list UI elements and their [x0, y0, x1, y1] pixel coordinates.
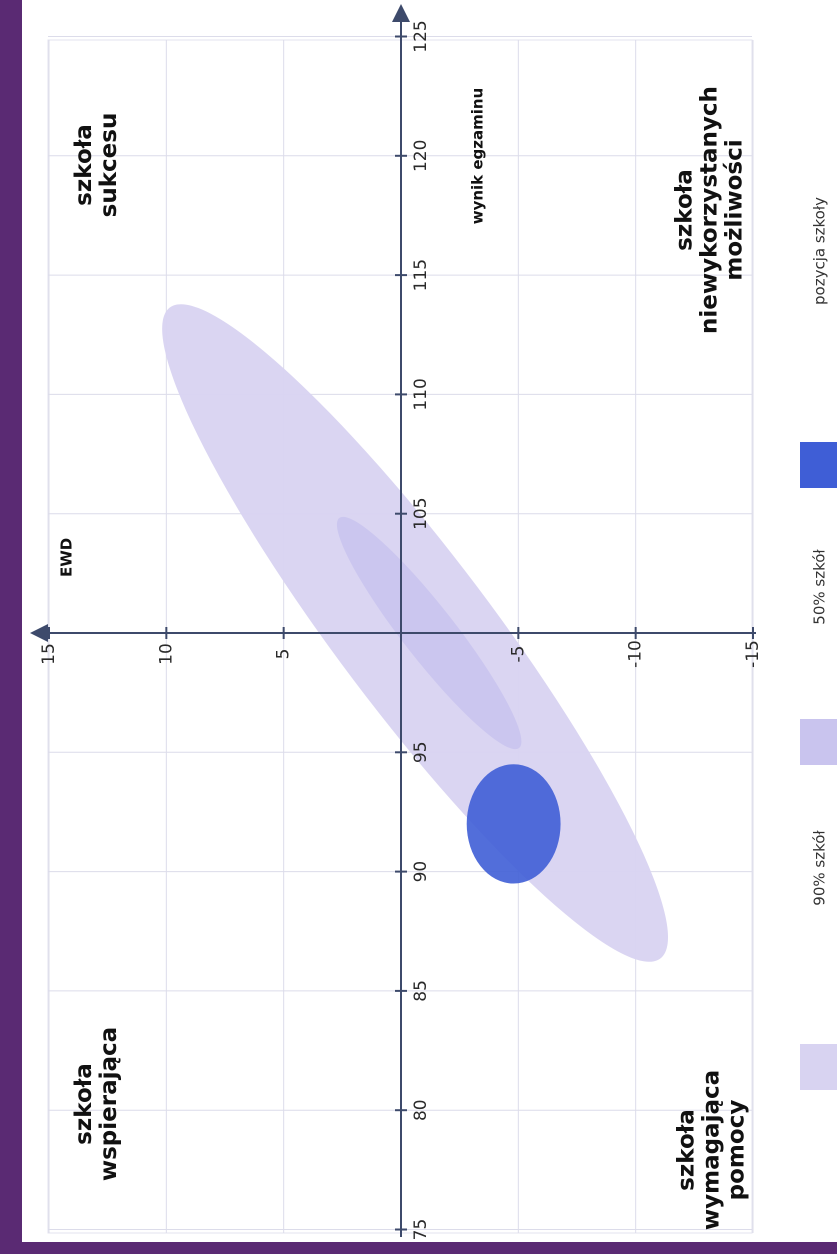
x-tick-label: 80	[411, 1099, 431, 1121]
legend-item-50-percent-swatch	[800, 719, 837, 765]
y-tick-label: -5	[508, 646, 528, 663]
y-tick-label: 5	[274, 649, 294, 660]
frame-border-bottom	[0, 1242, 837, 1254]
legend-item-school-position-swatch	[800, 442, 837, 488]
quadrant-label-missed-opportunities: możliwości	[722, 139, 748, 280]
x-tick-label: 90	[411, 861, 431, 883]
x-tick-label: 120	[411, 140, 431, 172]
x-tick-label: 125	[411, 20, 431, 52]
quadrant-label-success: sukcesu	[96, 113, 122, 218]
x-tick-label: 115	[411, 259, 431, 291]
y-axis-label: EWD	[58, 538, 76, 577]
legend: 90% szkół 50% szkół pozycja szkoły	[800, 197, 837, 1090]
y-tick-label: -15	[743, 640, 763, 668]
quadrant-label-success: szkoła	[71, 124, 97, 206]
x-tick-label: 85	[411, 980, 431, 1002]
quadrant-label-needs-help: wymagająca	[699, 1070, 725, 1230]
quadrant-label-needs-help: szkoła	[674, 1109, 700, 1191]
quadrant-label-missed-opportunities: szkoła	[672, 169, 698, 251]
legend-item-school-position-label: pozycja szkoły	[811, 197, 829, 305]
y-tick-label: 10	[156, 643, 176, 665]
x-axis-label: wynik egzaminu	[469, 88, 487, 225]
legend-item-90-percent-swatch	[800, 1044, 837, 1090]
legend-item-50-percent-label: 50% szkół	[811, 549, 829, 625]
quadrant-label-missed-opportunities: niewykorzystanych	[697, 86, 723, 334]
x-tick-label: 110	[411, 378, 431, 410]
chart-axes	[30, 4, 756, 1237]
y-tick-label: -10	[626, 640, 646, 668]
y-tick-label: 15	[39, 643, 59, 665]
frame-border-left	[0, 0, 22, 1254]
x-tick-label: 95	[411, 741, 431, 763]
legend-item-90-percent-label: 90% szkół	[811, 830, 829, 906]
x-tick-label: 105	[411, 497, 431, 529]
x-tick-label: 75	[411, 1219, 431, 1241]
quadrant-label-needs-help: pomocy	[724, 1100, 750, 1201]
y-axis-arrow	[30, 624, 48, 642]
quadrant-label-supporting: wspierająca	[96, 1027, 122, 1181]
region-school-position	[466, 764, 561, 884]
quadrant-label-supporting: szkoła	[71, 1063, 97, 1145]
x-axis-arrow	[392, 4, 410, 22]
